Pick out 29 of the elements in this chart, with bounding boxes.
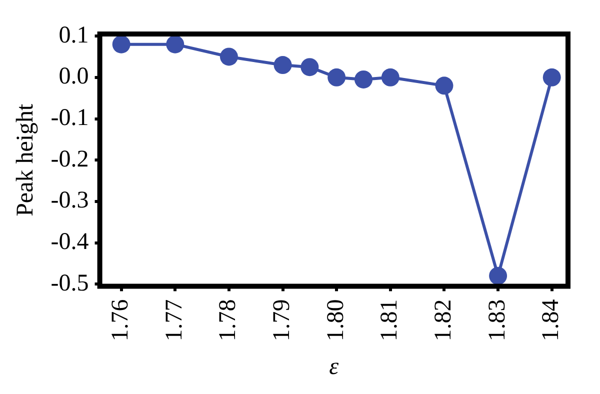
y-tick-label: -0.3 [50,188,89,214]
y-tick-label: -0.1 [50,105,89,132]
y-axis-title: Peak height [12,103,39,216]
x-tick-label: 1.80 [322,299,349,342]
point [542,68,561,86]
x-tick-label: 1.83 [484,299,510,342]
y-tick-label: -0.4 [50,229,89,256]
point [354,70,372,88]
y-tick-label: -0.5 [50,270,89,296]
x-tick-label: 1.82 [430,299,457,342]
x-tick-label: 1.84 [538,299,564,342]
x-tick-label: 1.76 [108,299,134,342]
y-tick-label: -0.2 [50,146,89,172]
x-tick-label: 1.81 [376,299,403,342]
point [112,35,130,54]
x-tick-label: 1.78 [215,299,242,342]
point [300,58,319,76]
y-tick-label: 0.1 [58,22,89,48]
point [381,68,400,86]
x-tick-label: 1.77 [161,299,188,342]
point [328,68,346,86]
point [489,266,508,285]
y-tick-label: 0.0 [58,64,89,90]
x-tick-label: 1.79 [269,299,296,342]
x-axis-title: ε [329,354,340,380]
point [166,35,184,54]
point [274,56,292,74]
point [435,76,454,95]
point [220,48,238,66]
